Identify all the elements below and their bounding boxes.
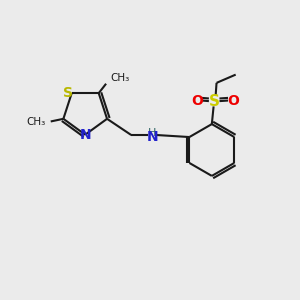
Text: O: O: [227, 94, 239, 107]
Text: CH₃: CH₃: [26, 117, 46, 128]
Text: O: O: [191, 94, 203, 107]
Text: CH₃: CH₃: [110, 74, 130, 83]
Text: N: N: [147, 130, 158, 144]
Text: H: H: [148, 128, 157, 138]
Text: S: S: [209, 94, 220, 109]
Text: N: N: [80, 128, 92, 142]
Text: S: S: [63, 85, 73, 100]
